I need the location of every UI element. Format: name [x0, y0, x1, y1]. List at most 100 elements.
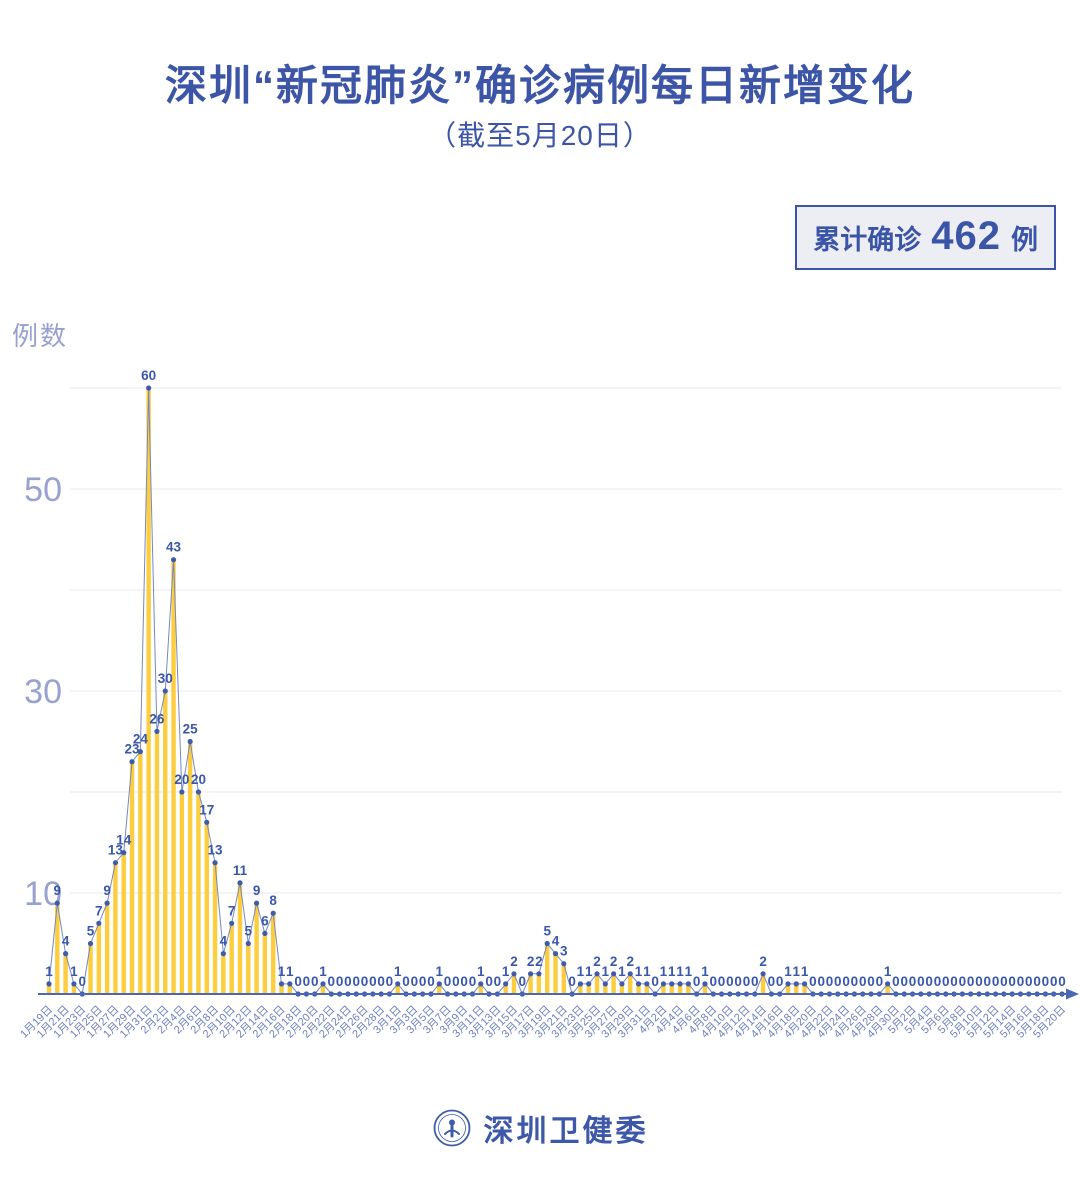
svg-text:1: 1 — [618, 964, 626, 979]
svg-text:1: 1 — [668, 964, 676, 979]
svg-text:0: 0 — [377, 974, 385, 989]
badge-prefix-label: 累计确诊 — [813, 225, 922, 255]
svg-text:0: 0 — [1000, 974, 1008, 989]
svg-text:0: 0 — [460, 974, 468, 989]
svg-text:43: 43 — [166, 540, 182, 555]
svg-text:0: 0 — [311, 974, 319, 989]
svg-text:0: 0 — [768, 974, 776, 989]
svg-text:13: 13 — [108, 843, 124, 858]
svg-text:0: 0 — [369, 974, 377, 989]
svg-text:0: 0 — [494, 974, 502, 989]
chart-title: 深圳“新冠肺炎”确诊病例每日新增变化 — [164, 62, 915, 109]
svg-text:2: 2 — [610, 954, 618, 969]
svg-text:5: 5 — [87, 924, 95, 939]
svg-text:1: 1 — [643, 964, 651, 979]
svg-text:1: 1 — [784, 964, 792, 979]
svg-text:0: 0 — [959, 974, 967, 989]
svg-text:4: 4 — [62, 934, 70, 949]
badge-suffix-label: 例 — [1011, 225, 1038, 255]
svg-text:0: 0 — [984, 974, 992, 989]
footer: 深圳卫健委 — [0, 1106, 1080, 1150]
svg-text:6: 6 — [261, 913, 269, 928]
svg-text:1: 1 — [685, 964, 693, 979]
svg-text:4: 4 — [220, 934, 228, 949]
svg-text:1: 1 — [45, 964, 53, 979]
svg-text:0: 0 — [386, 974, 394, 989]
svg-text:2: 2 — [626, 954, 634, 969]
svg-text:0: 0 — [992, 974, 1000, 989]
svg-text:2: 2 — [593, 954, 601, 969]
svg-text:0: 0 — [427, 974, 435, 989]
svg-text:1: 1 — [585, 964, 593, 979]
svg-text:17: 17 — [199, 802, 214, 817]
y-axis-title: 例数 — [12, 321, 69, 351]
svg-text:0: 0 — [917, 974, 925, 989]
svg-text:1: 1 — [435, 964, 443, 979]
svg-text:0: 0 — [934, 974, 942, 989]
svg-text:7: 7 — [228, 903, 236, 918]
svg-text:0: 0 — [834, 974, 842, 989]
svg-text:2: 2 — [759, 954, 767, 969]
svg-text:8: 8 — [269, 893, 277, 908]
svg-text:23: 23 — [125, 742, 141, 757]
svg-text:14: 14 — [116, 833, 132, 848]
data-points — [46, 385, 1065, 997]
svg-text:0: 0 — [710, 974, 718, 989]
svg-text:0: 0 — [1058, 974, 1066, 989]
svg-text:0: 0 — [1050, 974, 1058, 989]
svg-text:0: 0 — [444, 974, 452, 989]
svg-text:0: 0 — [469, 974, 477, 989]
svg-text:1: 1 — [70, 964, 78, 979]
svg-text:20: 20 — [174, 772, 189, 787]
svg-text:0: 0 — [344, 974, 352, 989]
bar-series — [46, 388, 890, 994]
svg-text:1: 1 — [676, 964, 684, 979]
svg-text:0: 0 — [734, 974, 742, 989]
svg-text:0: 0 — [950, 974, 958, 989]
svg-text:50: 50 — [24, 471, 62, 509]
svg-text:0: 0 — [851, 974, 859, 989]
x-axis-line — [38, 988, 1079, 1000]
svg-text:1: 1 — [319, 964, 327, 979]
svg-text:9: 9 — [54, 883, 62, 898]
svg-text:0: 0 — [1033, 974, 1041, 989]
svg-text:0: 0 — [336, 974, 344, 989]
svg-text:5: 5 — [543, 924, 551, 939]
svg-text:9: 9 — [253, 883, 261, 898]
badge-count-value: 462 — [931, 214, 1001, 258]
svg-text:30: 30 — [158, 671, 173, 686]
svg-text:0: 0 — [909, 974, 917, 989]
svg-text:1: 1 — [801, 964, 809, 979]
svg-text:3: 3 — [560, 944, 568, 959]
data-point-labels: 1941057913142324602630432025201713471159… — [45, 368, 1066, 989]
svg-text:7: 7 — [95, 903, 103, 918]
svg-text:9: 9 — [103, 883, 111, 898]
svg-text:13: 13 — [208, 843, 224, 858]
svg-text:0: 0 — [776, 974, 784, 989]
svg-text:0: 0 — [419, 974, 427, 989]
svg-text:0: 0 — [352, 974, 360, 989]
svg-text:0: 0 — [1008, 974, 1016, 989]
svg-text:0: 0 — [651, 974, 659, 989]
svg-text:2: 2 — [510, 954, 518, 969]
svg-text:0: 0 — [876, 974, 884, 989]
svg-text:1: 1 — [502, 964, 510, 979]
svg-text:0: 0 — [859, 974, 867, 989]
svg-text:0: 0 — [842, 974, 850, 989]
svg-text:25: 25 — [183, 722, 199, 737]
svg-text:2: 2 — [527, 954, 535, 969]
svg-text:1: 1 — [602, 964, 610, 979]
svg-text:0: 0 — [1017, 974, 1025, 989]
svg-text:1: 1 — [577, 964, 585, 979]
svg-text:60: 60 — [141, 368, 156, 383]
svg-text:2: 2 — [535, 954, 543, 969]
svg-text:0: 0 — [975, 974, 983, 989]
svg-text:11: 11 — [233, 863, 248, 878]
svg-text:1: 1 — [286, 964, 294, 979]
svg-text:0: 0 — [519, 974, 527, 989]
svg-text:0: 0 — [1025, 974, 1033, 989]
svg-text:1: 1 — [884, 964, 892, 979]
